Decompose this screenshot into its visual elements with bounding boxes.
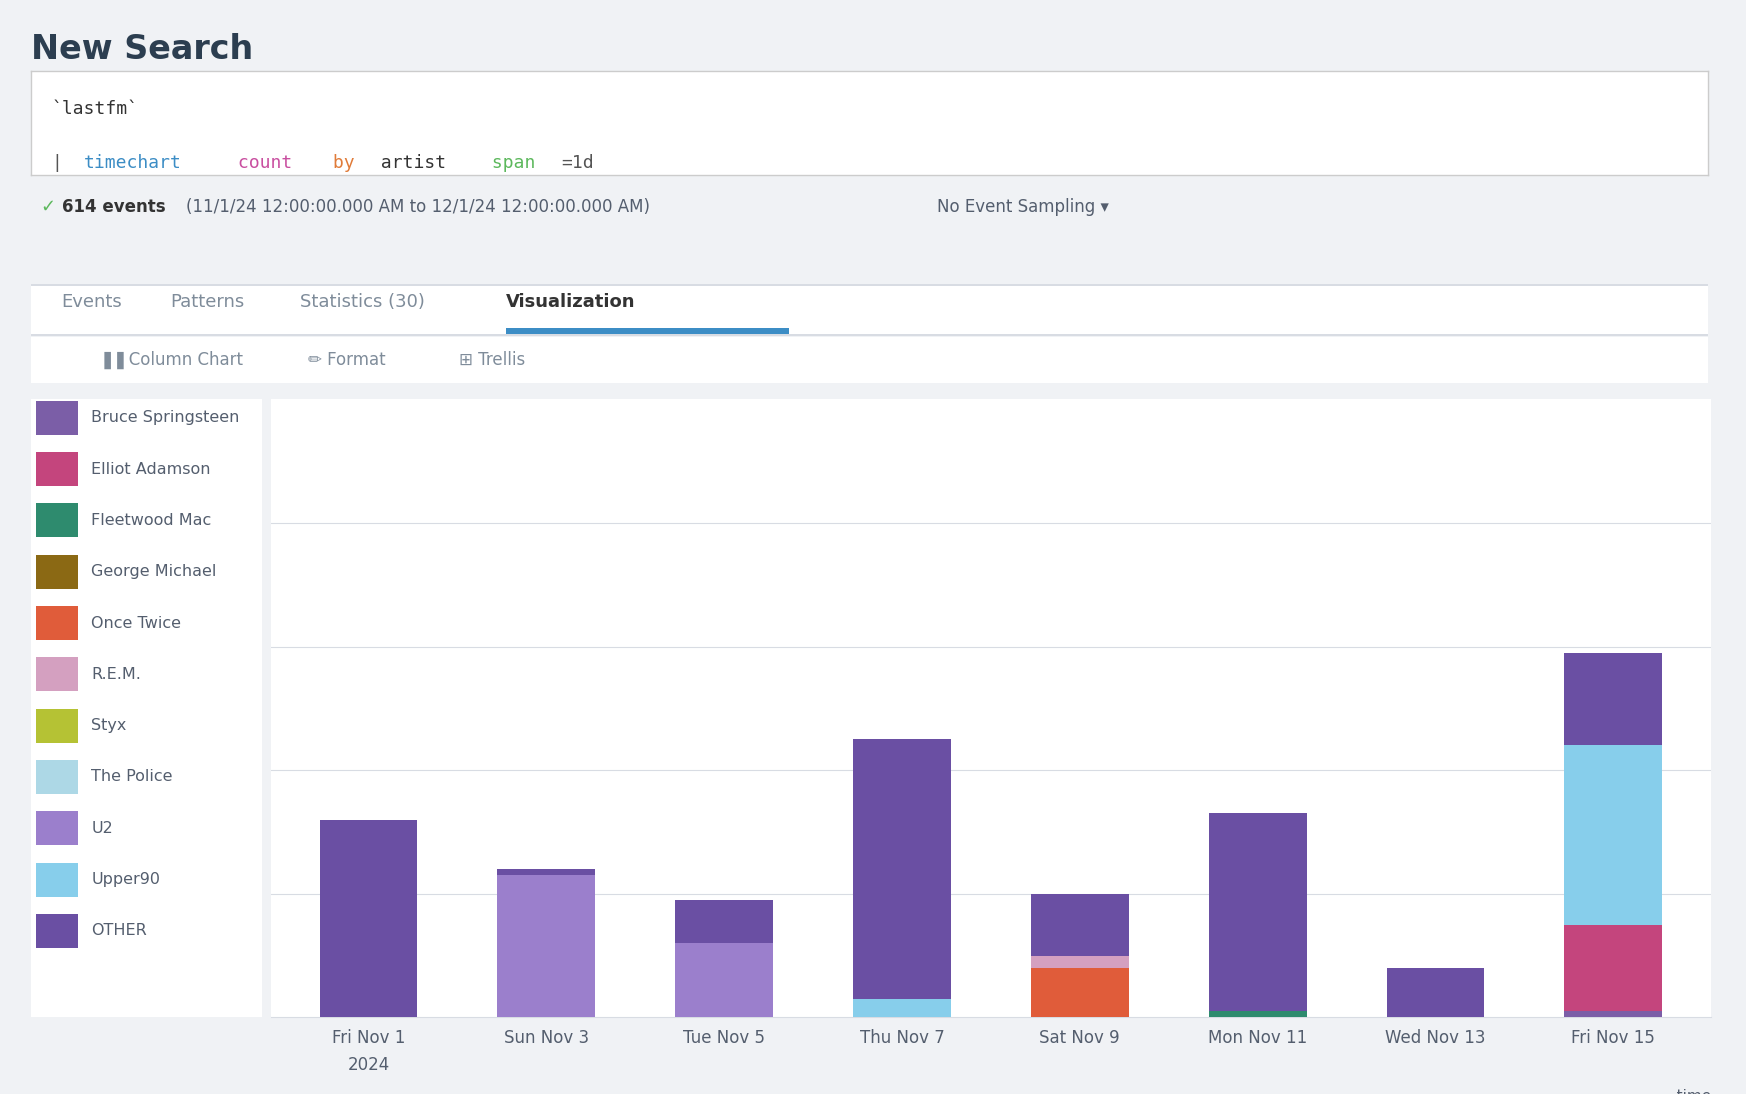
Bar: [37, 913, 77, 947]
Text: Styx: Styx: [91, 718, 127, 733]
Bar: [1386, 968, 1484, 1017]
Text: New Search: New Search: [31, 33, 253, 66]
Bar: [676, 900, 773, 943]
Text: 614 events: 614 events: [61, 198, 166, 216]
Bar: [1030, 968, 1128, 1017]
Bar: [1564, 1011, 1662, 1017]
Text: Bruce Springsteen: Bruce Springsteen: [91, 410, 239, 426]
Text: R.E.M.: R.E.M.: [91, 667, 141, 682]
Text: OTHER: OTHER: [91, 923, 147, 939]
Bar: [676, 943, 773, 1017]
Bar: [37, 760, 77, 794]
Text: Events: Events: [61, 293, 122, 312]
Bar: [1030, 894, 1128, 956]
Bar: [37, 555, 77, 589]
Text: artist: artist: [370, 154, 447, 172]
Bar: [37, 400, 77, 434]
Text: ⊞ Trellis: ⊞ Trellis: [459, 351, 526, 369]
Text: _time: _time: [1669, 1089, 1711, 1094]
Text: Visualization: Visualization: [506, 293, 636, 312]
Bar: [498, 869, 595, 875]
Text: by: by: [323, 154, 354, 172]
Text: ✏ Format: ✏ Format: [307, 351, 386, 369]
Bar: [1208, 814, 1306, 1011]
Bar: [37, 503, 77, 537]
Text: count: count: [227, 154, 292, 172]
Text: Fleetwood Mac: Fleetwood Mac: [91, 513, 211, 528]
Text: timechart: timechart: [84, 154, 182, 172]
Text: |: |: [52, 154, 73, 172]
Text: =1d: =1d: [560, 154, 594, 172]
Bar: [854, 740, 952, 999]
Bar: [320, 819, 417, 1017]
Text: `lastfm`: `lastfm`: [52, 101, 138, 118]
Bar: [498, 875, 595, 1017]
Text: ▐▐ Column Chart: ▐▐ Column Chart: [98, 351, 243, 369]
Bar: [854, 999, 952, 1017]
Bar: [37, 862, 77, 897]
Bar: [1564, 924, 1662, 1011]
Bar: [1030, 956, 1128, 968]
Text: U2: U2: [91, 820, 113, 836]
Bar: [37, 452, 77, 486]
Text: George Michael: George Michael: [91, 565, 217, 579]
Text: Statistics (30): Statistics (30): [300, 293, 424, 312]
Text: The Police: The Police: [91, 769, 173, 784]
Bar: [37, 606, 77, 640]
Bar: [1564, 745, 1662, 924]
Text: Patterns: Patterns: [171, 293, 244, 312]
Bar: [37, 812, 77, 846]
Text: Once Twice: Once Twice: [91, 616, 182, 630]
Bar: [37, 657, 77, 691]
Text: 2024: 2024: [347, 1057, 389, 1074]
Bar: [37, 709, 77, 743]
Bar: [1564, 653, 1662, 745]
Text: Elliot Adamson: Elliot Adamson: [91, 462, 211, 477]
Text: ✓: ✓: [40, 198, 54, 216]
Bar: [506, 328, 789, 334]
Text: (11/1/24 12:00:00.000 AM to 12/1/24 12:00:00.000 AM): (11/1/24 12:00:00.000 AM to 12/1/24 12:0…: [185, 198, 650, 216]
Text: span: span: [482, 154, 536, 172]
Text: No Event Sampling ▾: No Event Sampling ▾: [936, 198, 1109, 216]
Bar: [1208, 1011, 1306, 1017]
Text: Upper90: Upper90: [91, 872, 161, 887]
